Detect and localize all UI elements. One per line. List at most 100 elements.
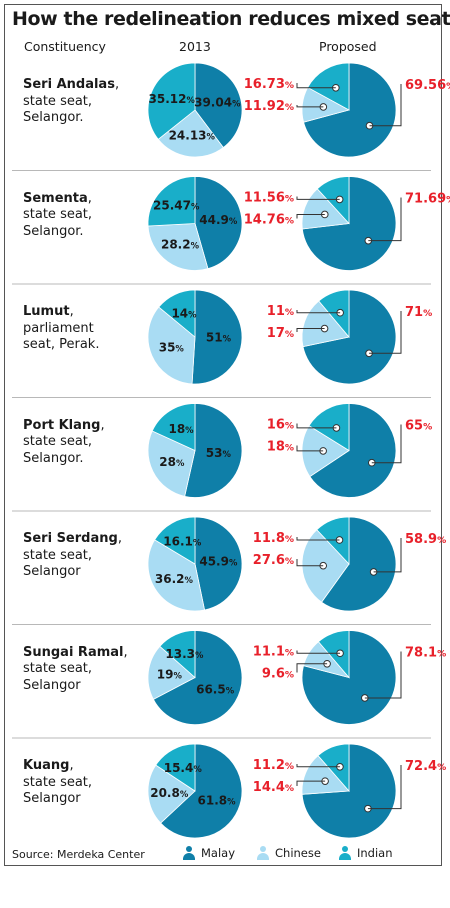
data-label-chinese: 27.6% — [253, 553, 294, 568]
year-2013-header: 2013 — [179, 39, 211, 54]
data-label-chinese: 17% — [267, 326, 294, 341]
legend-indian: Indian — [338, 846, 393, 860]
pie-2013: 51% 35% 14% — [147, 289, 243, 385]
chart-title: How the redelineation reduces mixed seat… — [12, 8, 450, 30]
pie-slice-malay — [152, 630, 243, 725]
pie-slice-malay — [194, 516, 243, 611]
pie-slice-chinese — [157, 109, 224, 158]
constituency-name: Sungai Ramal — [23, 644, 124, 660]
pie-slice-indian — [317, 630, 350, 679]
pie-slice-malay — [309, 403, 397, 498]
leader-line-indian — [296, 310, 341, 314]
data-label-malay: 72.4% — [405, 759, 446, 774]
constituency-detail: state seat, — [23, 774, 93, 790]
pie-slice-indian — [308, 403, 350, 452]
data-label-malay: 44.9% — [199, 213, 238, 227]
data-label-chinese: 9.6% — [262, 667, 294, 682]
legend-label: Chinese — [275, 846, 321, 860]
constituency-label: Seri Andalas, state seat, Selangor. — [23, 77, 120, 125]
data-label-chinese: 14.4% — [253, 780, 294, 795]
constituency-label: Seri Serdang, state seat, Selangor — [23, 531, 122, 579]
constituency-detail: state seat, — [23, 547, 93, 563]
pie-slice-indian — [154, 516, 196, 565]
pie-slice-malay — [321, 516, 397, 612]
pie-2013: 39.04% 24.13% 35.12% — [147, 62, 243, 158]
data-label-indian: 11.2% — [253, 758, 294, 773]
pie-proposed: 72.4% 14.4% 11.2% — [253, 743, 446, 839]
legend-malay: Malay — [182, 846, 235, 860]
leader-line-chinese — [296, 559, 324, 567]
pie-slice-chinese — [147, 539, 206, 612]
data-label-chinese: 18% — [267, 440, 294, 455]
leader-line-indian — [296, 764, 340, 768]
constituency-detail: Selangor. — [23, 110, 84, 125]
leader-line-chinese — [296, 213, 325, 219]
pie-2013: 66.5% 19% 13.3% — [147, 630, 243, 725]
leader-line-chinese — [296, 780, 326, 786]
source-note: Source: Merdeka Center — [12, 848, 145, 861]
constituency-header: Constituency — [24, 39, 106, 54]
leader-line-indian — [296, 650, 341, 654]
leader-line-chinese — [296, 663, 328, 673]
data-label-chinese: 11.92% — [244, 99, 294, 114]
constituency-name: Kuang — [23, 758, 70, 773]
data-label-chinese: 20.8% — [150, 786, 189, 800]
constituency-detail: Selangor. — [23, 450, 84, 466]
data-label-indian: 16.73% — [244, 77, 294, 92]
pie-slice-malay — [194, 176, 243, 270]
leader-line-indian — [296, 423, 337, 429]
pie-slice-indian — [158, 289, 196, 338]
pie-slice-indian — [151, 403, 196, 452]
data-label-indian: 16% — [267, 418, 294, 433]
pie-proposed: 58.9% 27.6% 11.8% — [253, 516, 446, 612]
constituency-label: Kuang, state seat, Selangor — [23, 758, 93, 806]
proposed-header: Proposed — [319, 39, 377, 54]
constituency-detail: parliament — [23, 320, 94, 336]
person-icon — [256, 846, 270, 860]
data-label-chinese: 24.13% — [169, 129, 216, 143]
data-label-malay: 71% — [405, 305, 432, 320]
pie-proposed: 71% 17% 11% — [267, 289, 432, 385]
pie-slice-indian — [316, 516, 350, 566]
constituency-name: Lumut — [23, 304, 70, 319]
data-label-indian: 14% — [171, 307, 197, 321]
constituency-name: Port Klang — [23, 417, 101, 433]
constituency-detail: Selangor — [23, 677, 81, 693]
constituency-detail: state seat, — [23, 93, 93, 109]
constituency-name: Seri Serdang — [23, 531, 118, 546]
data-label-indian: 11% — [267, 304, 294, 319]
pie-slice-indian — [318, 289, 350, 339]
data-label-malay: 71.69% — [405, 192, 450, 207]
data-label-chinese: 28.2% — [161, 238, 200, 252]
leader-line-indian — [296, 537, 340, 541]
data-label-malay: 66.5% — [196, 683, 235, 697]
pie-slice-indian — [316, 176, 350, 225]
data-label-malay: 39.04% — [194, 96, 241, 110]
data-label-malay: 61.8% — [198, 793, 237, 807]
infographic-frame — [4, 4, 442, 866]
pie-slice-chinese — [147, 223, 209, 271]
pie-slice-indian — [155, 743, 196, 792]
constituency-detail: state seat, — [23, 434, 93, 449]
constituency-label: Lumut, parliament seat, Perak. — [23, 304, 100, 352]
legend-label: Indian — [357, 846, 393, 860]
constituency-label: Port Klang, state seat, Selangor. — [23, 417, 105, 466]
pie-2013: 53% 28% 18% — [147, 403, 243, 498]
constituency-detail: Selangor. — [23, 223, 84, 239]
pie-slice-chinese — [147, 306, 196, 385]
pie-slice-chinese — [147, 764, 196, 824]
data-label-indian: 25.47% — [153, 199, 200, 213]
leader-line-chinese — [296, 105, 324, 108]
legend-chinese: Chinese — [256, 846, 321, 860]
pie-slice-malay — [184, 403, 243, 498]
pie-proposed: 71.69% 14.76% 11.56% — [244, 176, 450, 271]
leader-line-chinese — [296, 445, 324, 452]
data-label-malay: 78.1% — [405, 646, 446, 661]
data-label-malay: 51% — [206, 331, 232, 345]
constituency-label: Sungai Ramal, state seat, Selangor — [23, 644, 128, 693]
pie-slice-chinese — [147, 430, 196, 497]
pie-proposed: 65% 18% 16% — [267, 403, 432, 498]
constituency-detail: Selangor — [23, 791, 81, 806]
leader-line-malay — [368, 197, 402, 242]
